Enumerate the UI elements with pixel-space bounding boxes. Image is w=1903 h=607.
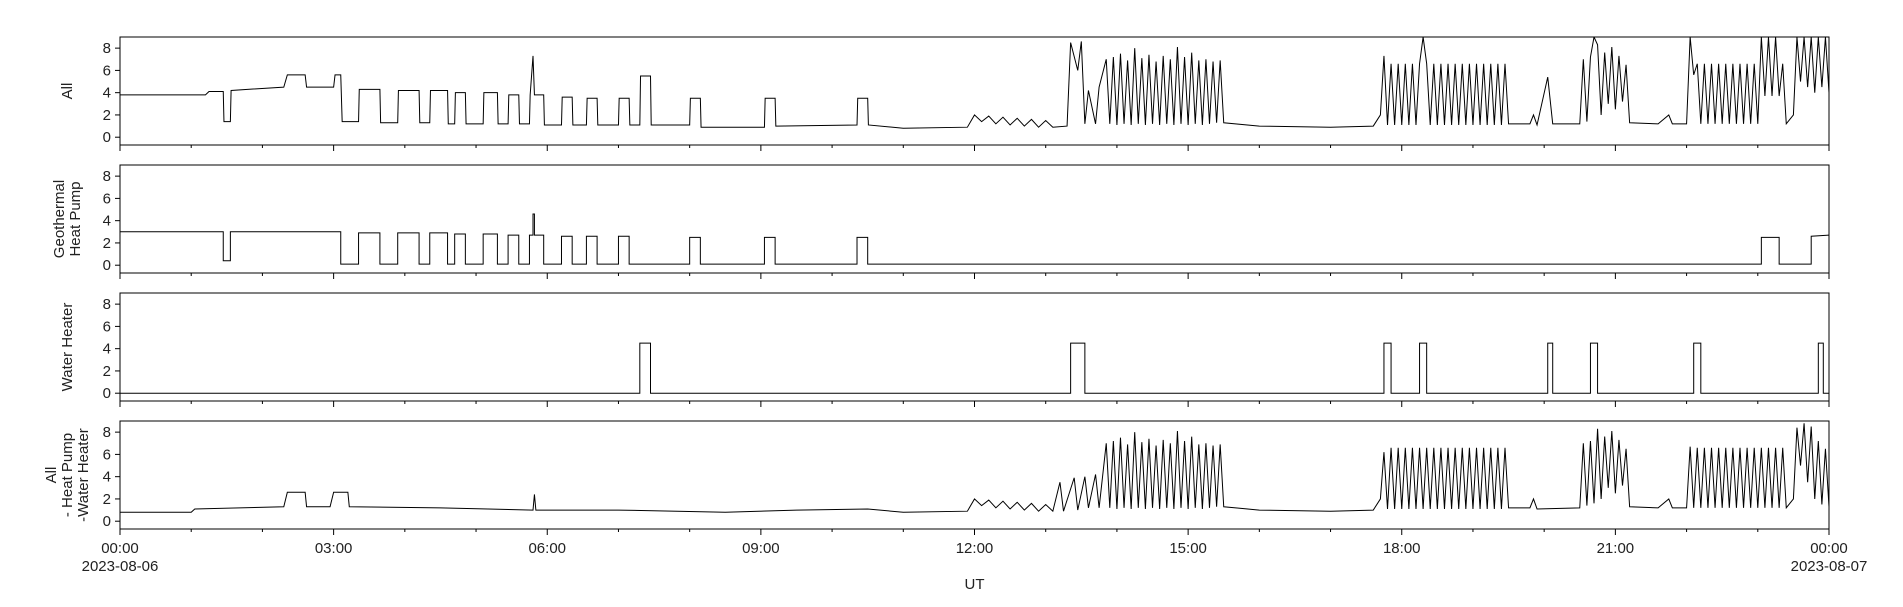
trace	[120, 37, 1829, 129]
y-tick-label: 6	[103, 190, 111, 207]
y-tick-label: 0	[103, 129, 111, 146]
y-tick-label: 2	[103, 107, 111, 124]
y-tick-label: 4	[103, 341, 111, 358]
y-tick-label: 8	[103, 40, 111, 57]
trace	[120, 342, 1829, 394]
panel-frame	[119, 36, 1830, 146]
y-tick-label: 6	[103, 62, 111, 79]
x-tick-label: 00:00 2023-08-06	[82, 540, 159, 575]
x-axis-label: UT	[965, 576, 985, 593]
panel-frame	[119, 292, 1830, 402]
y-tick-label: 8	[103, 296, 111, 313]
x-tick-label: 00:00 2023-08-07	[1791, 540, 1868, 575]
x-tick-label: 21:00	[1597, 540, 1635, 557]
y-tick-label: 6	[103, 318, 111, 335]
x-tick-label: 09:00	[742, 540, 780, 557]
y-tick-label: 2	[103, 235, 111, 252]
y-axis-label: All	[59, 83, 76, 100]
y-axis-label: All- Heat Pump-Water Heater	[43, 428, 92, 522]
x-tick-label: 03:00	[315, 540, 353, 557]
y-axis-label: GeothermalHeat Pump	[51, 180, 84, 258]
panel-frame	[119, 420, 1830, 530]
y-tick-label: 4	[103, 85, 111, 102]
y-tick-label: 0	[103, 513, 111, 530]
y-tick-label: 2	[103, 491, 111, 508]
y-tick-label: 8	[103, 424, 111, 441]
y-tick-label: 0	[103, 257, 111, 274]
y-axis-label: Water Heater	[59, 303, 76, 392]
y-tick-label: 2	[103, 363, 111, 380]
y-tick-label: 4	[103, 213, 111, 230]
trace	[120, 423, 1829, 513]
x-tick-label: 15:00	[1169, 540, 1207, 557]
y-tick-label: 6	[103, 446, 111, 463]
y-tick-label: 8	[103, 168, 111, 185]
x-tick-label: 18:00	[1383, 540, 1421, 557]
x-tick-label: 06:00	[528, 540, 566, 557]
x-tick-label: 12:00	[956, 540, 994, 557]
y-tick-label: 0	[103, 385, 111, 402]
y-tick-label: 4	[103, 469, 111, 486]
panel-frame	[119, 164, 1830, 274]
trace	[120, 213, 1829, 265]
